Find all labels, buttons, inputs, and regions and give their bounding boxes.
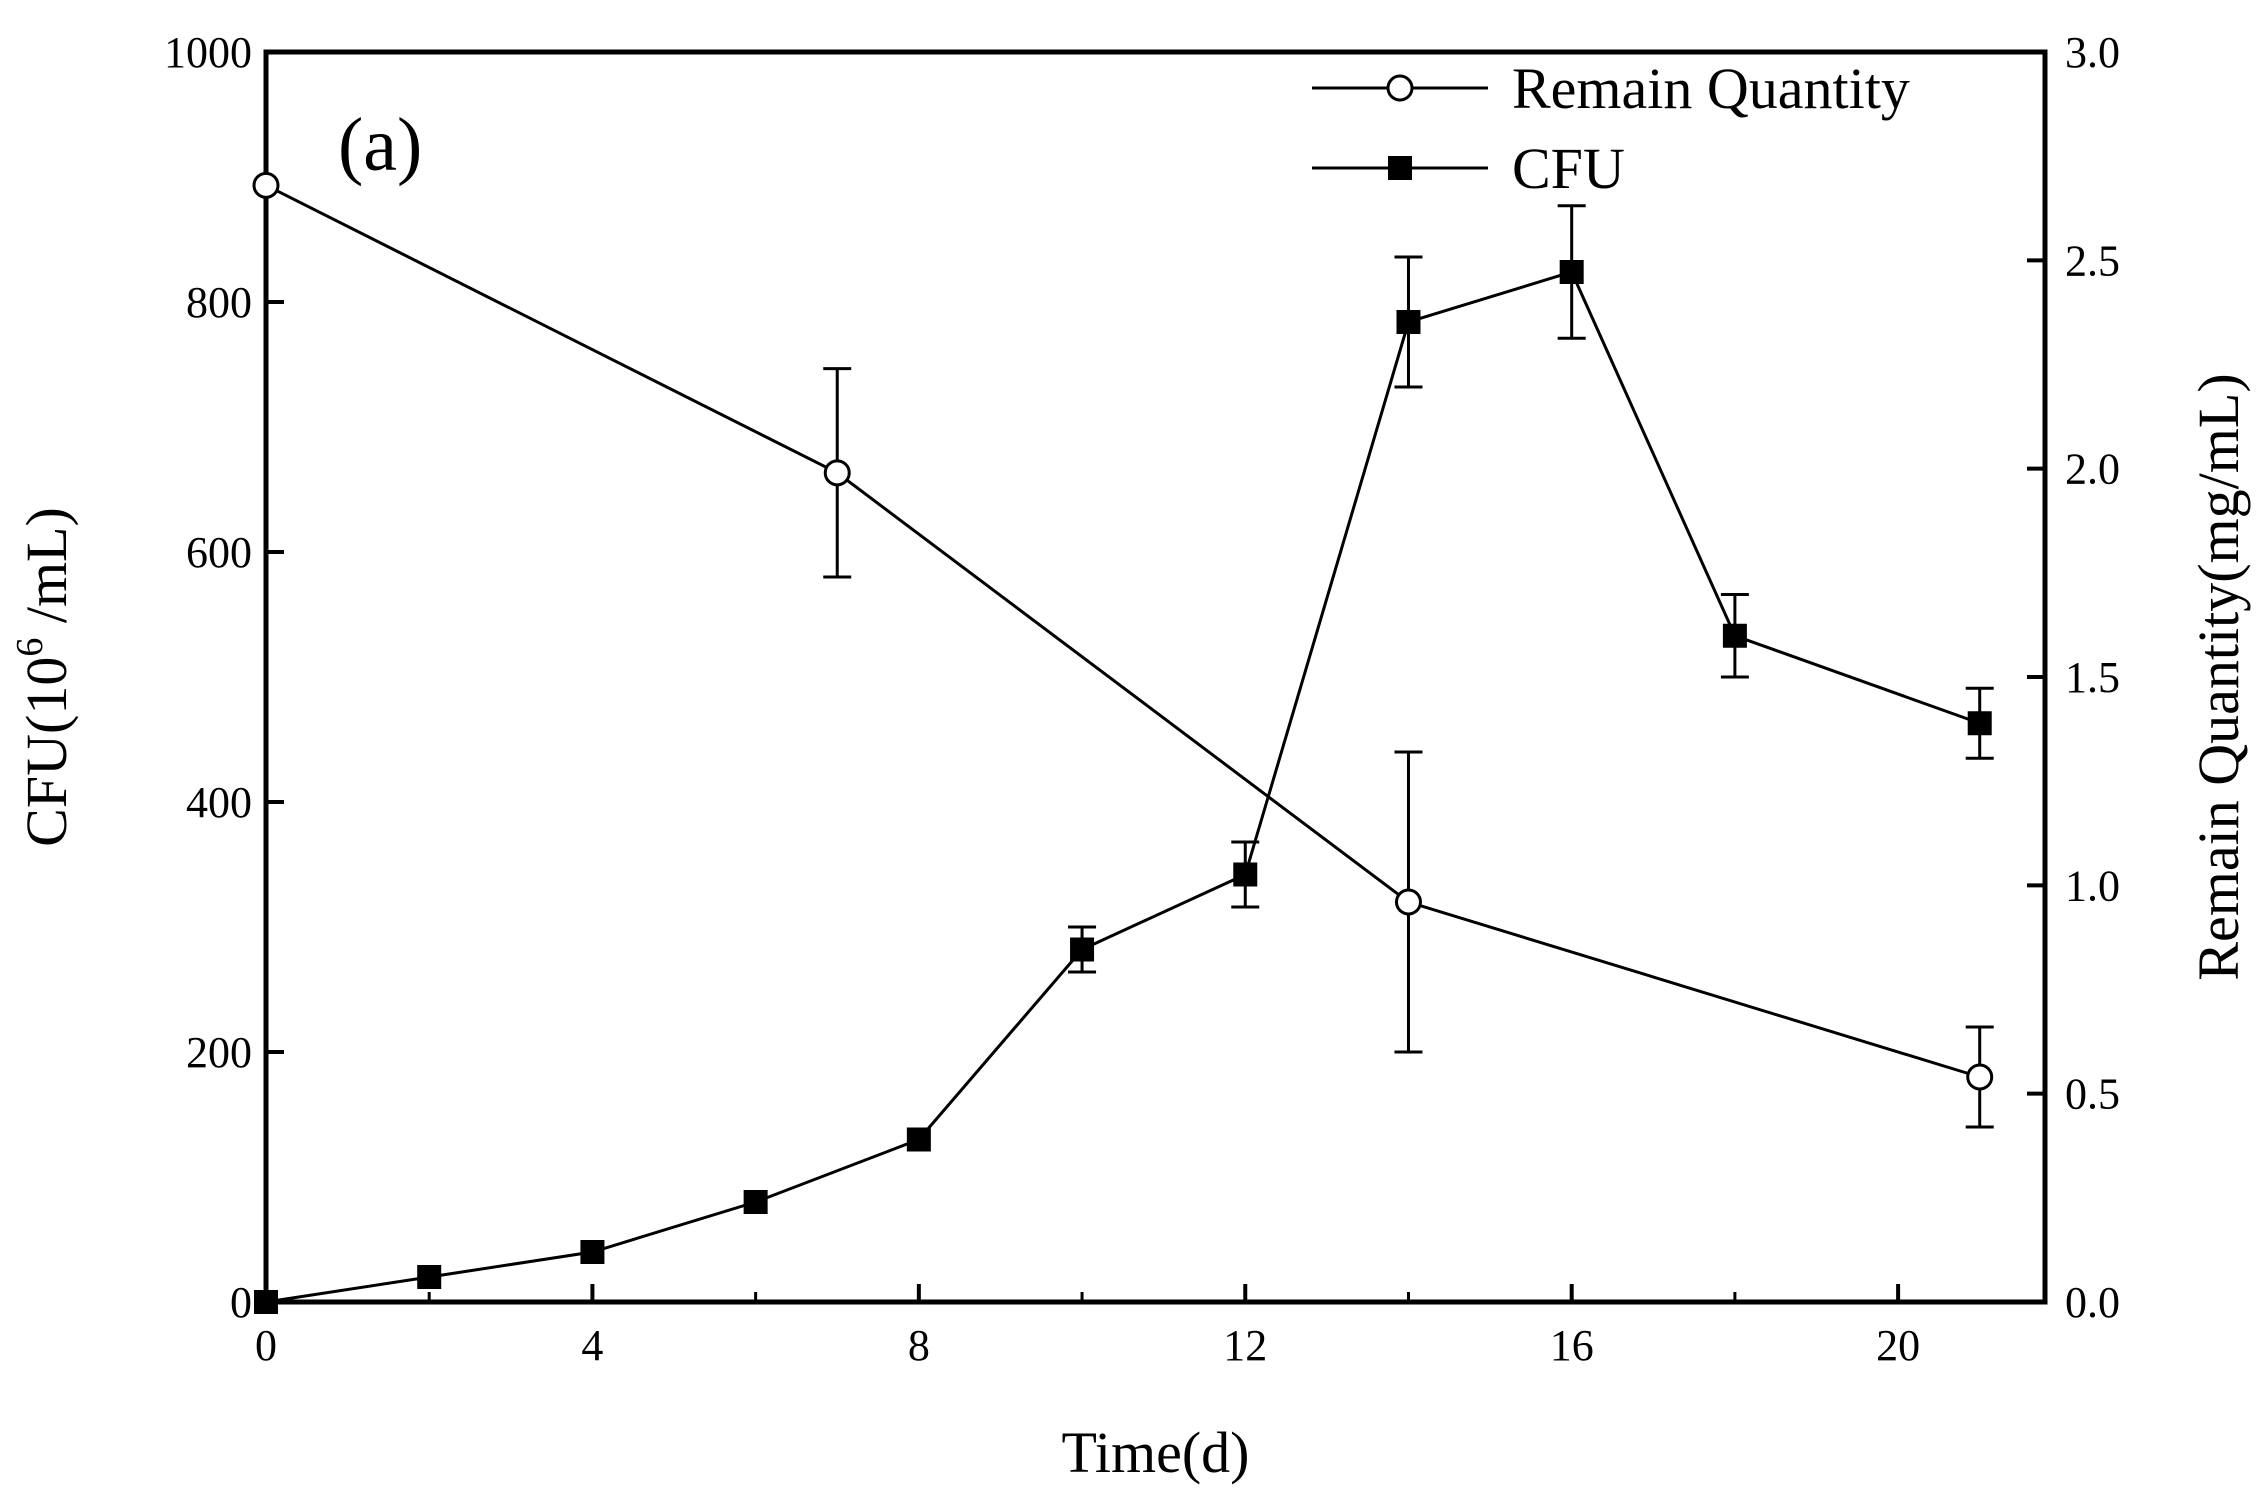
x-tick-label: 12	[1223, 1321, 1267, 1370]
legend-label: CFU	[1512, 136, 1625, 201]
x-tick-label: 0	[255, 1321, 277, 1370]
y-left-axis-title: CFU(106 /mL)	[9, 507, 79, 847]
data-point-square	[1967, 711, 1992, 736]
legend-marker-circle	[1386, 74, 1414, 102]
panel-label: (a)	[338, 103, 422, 187]
x-tick-label: 8	[908, 1321, 930, 1370]
y-left-tick-label: 600	[186, 528, 252, 577]
data-point-square	[1233, 862, 1258, 887]
series-line	[265, 183, 1981, 1079]
legend: Remain Quantity CFU	[1312, 56, 1910, 201]
data-point-square	[743, 1190, 768, 1214]
x-tick-label: 4	[581, 1321, 603, 1370]
series-remain-quantity	[252, 171, 1994, 1129]
y-right-tick-label: 2.5	[2065, 236, 2120, 285]
y-right-tick-label: 0.0	[2065, 1278, 2120, 1327]
data-point-square	[1559, 260, 1584, 284]
y-right-tick-label: 1.0	[2065, 861, 2120, 910]
data-point-square	[254, 1290, 278, 1314]
y-left-title-superscript: 6	[9, 638, 51, 657]
y-left-tick-label: 400	[186, 778, 252, 827]
data-point-circle	[823, 459, 851, 487]
y-right-tick-label: 1.5	[2065, 653, 2120, 702]
y-right-axis-title: Remain Quantity(mg/mL)	[2186, 373, 2251, 980]
y-right-tick-label: 2.0	[2065, 445, 2120, 494]
data-point-square	[1070, 937, 1095, 962]
data-point-square	[580, 1240, 605, 1264]
data-point-circle	[252, 171, 280, 199]
y-left-tick-label: 0	[230, 1278, 252, 1327]
data-point-circle	[1966, 1063, 1994, 1091]
data-point-square	[906, 1127, 931, 1152]
x-tick-label: 20	[1876, 1321, 1920, 1370]
y-right-tick-label: 3.0	[2065, 28, 2120, 77]
y-right-tick-label: 0.5	[2065, 1070, 2120, 1119]
x-axis-title: Time(d)	[1062, 1420, 1250, 1485]
y-left-tick-label: 800	[186, 278, 252, 327]
series-cfu	[254, 204, 1994, 1314]
legend-marker-square	[1388, 156, 1412, 180]
data-point-square	[1396, 310, 1421, 334]
x-tick-label: 16	[1550, 1321, 1594, 1370]
y-left-tick-label: 200	[186, 1028, 252, 1077]
series-line	[265, 270, 1981, 1304]
data-point-circle	[1394, 888, 1422, 916]
plot-frame	[263, 49, 2048, 1305]
data-point-square	[1722, 623, 1747, 648]
data-point-square	[417, 1265, 442, 1289]
y-left-title-prefix: CFU(10	[14, 657, 79, 847]
y-left-title-suffix: /mL)	[14, 507, 79, 637]
y-left-tick-label: 1000	[164, 28, 252, 77]
legend-label: Remain Quantity	[1512, 56, 1910, 121]
